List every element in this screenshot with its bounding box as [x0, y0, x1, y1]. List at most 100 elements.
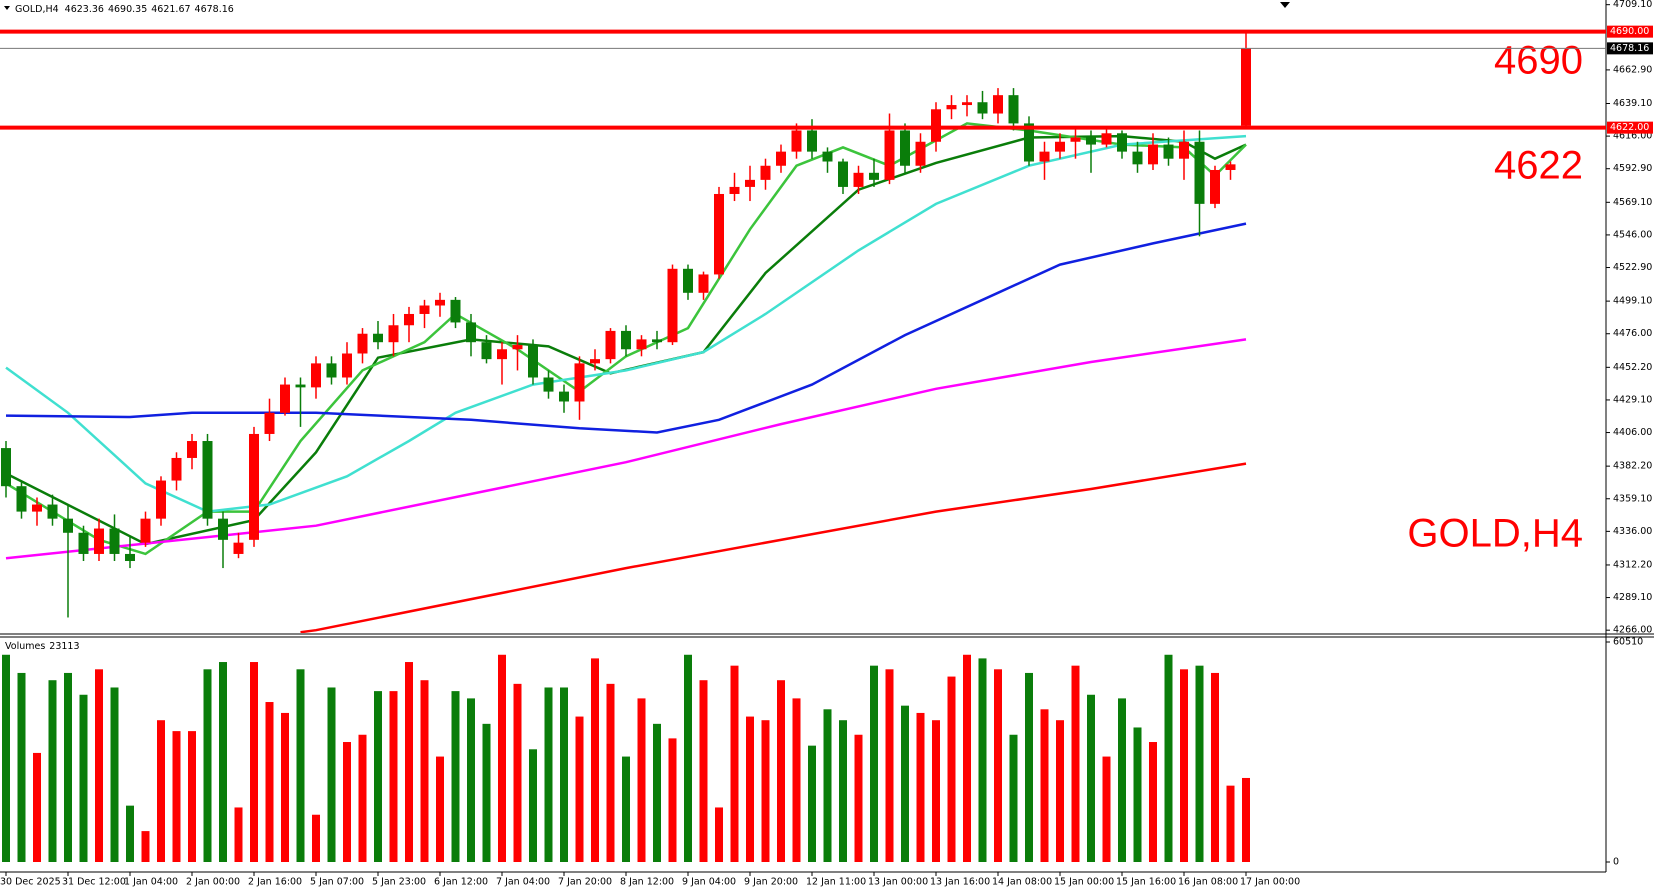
candle-body — [652, 339, 662, 343]
volume-bar — [2, 654, 10, 862]
shift-marker — [1280, 2, 1290, 8]
volume-bar — [1040, 709, 1049, 862]
volume-bar — [343, 742, 351, 862]
volume-bar — [1164, 654, 1173, 862]
volume-bar — [436, 756, 444, 862]
ma-line — [5, 222, 1247, 434]
x-tick-label: 12 Jan 11:00 — [806, 877, 866, 888]
candle-body — [218, 518, 228, 540]
candle-body — [1, 448, 11, 487]
candle-body — [1101, 133, 1112, 145]
x-tick-label: 14 Jan 08:00 — [992, 877, 1052, 888]
volume-bar — [560, 687, 568, 862]
volume-bar — [172, 731, 181, 862]
candle-body — [745, 179, 755, 187]
volume-bar — [374, 691, 382, 862]
y-tick-label: 4359.10 — [1613, 493, 1652, 504]
volume-bar — [420, 680, 429, 862]
volume-bar — [33, 752, 41, 862]
volume-bar — [978, 658, 987, 862]
y-tick-label: 4289.10 — [1613, 592, 1652, 603]
candle-body — [1086, 137, 1096, 145]
volume-bar — [994, 669, 1002, 862]
candle-body — [125, 553, 135, 562]
candle-body — [621, 330, 631, 350]
candle-body — [512, 345, 523, 350]
volume-bar — [606, 683, 615, 862]
volume-tick-label: 0 — [1613, 857, 1619, 868]
candle-body — [1055, 141, 1065, 152]
x-tick-label: 6 Jan 12:00 — [434, 877, 488, 888]
candle-body — [311, 363, 321, 388]
y-tick-label: 4639.10 — [1613, 98, 1652, 109]
x-tick-label: 1 Jan 04:00 — [124, 877, 178, 888]
candle-body — [760, 165, 771, 180]
x-tick-label: 7 Jan 20:00 — [558, 877, 612, 888]
level-tag — [1607, 25, 1653, 38]
volume-bar — [808, 745, 816, 862]
candle-body — [357, 333, 368, 354]
volume-header: Volumes 23113 — [5, 641, 80, 652]
volume-bar — [653, 723, 661, 862]
candle-body — [1070, 137, 1081, 142]
y-tick-label: 4522.90 — [1613, 262, 1652, 273]
candle-body — [466, 322, 476, 343]
candle-body — [326, 363, 337, 378]
candle-body — [109, 528, 120, 554]
candle-body — [187, 441, 197, 458]
volume-bar — [1009, 734, 1018, 862]
header-symbol: GOLD,H4 — [15, 4, 59, 15]
volume-bar — [157, 720, 165, 862]
candle-body — [884, 130, 895, 180]
candle-body — [1179, 141, 1189, 159]
candle-body — [1225, 164, 1236, 170]
candle-body — [1117, 133, 1127, 152]
candle-body — [962, 102, 972, 106]
candle-body — [776, 151, 786, 166]
candle-body — [32, 504, 42, 512]
volume-tick-label: 60510 — [1613, 637, 1643, 648]
x-tick-label: 31 Dec 12:00 — [62, 877, 126, 888]
volume-bar — [219, 662, 227, 862]
candle-body — [559, 391, 569, 402]
header-high: 4690.35 — [108, 4, 147, 15]
candle-body — [1194, 141, 1205, 204]
candle-body — [264, 412, 275, 434]
y-tick-label: 4662.90 — [1613, 64, 1652, 75]
candle-body — [822, 151, 833, 162]
volume-bar — [1195, 665, 1204, 862]
volume-bar — [1056, 720, 1064, 862]
volume-bar — [684, 654, 692, 862]
volume-bar — [405, 662, 413, 862]
volume-bar — [327, 687, 336, 862]
volume-bar — [1149, 742, 1157, 862]
x-tick-label: 13 Jan 16:00 — [930, 877, 990, 888]
y-tick-label: 4546.00 — [1613, 229, 1652, 240]
candle-body — [946, 105, 957, 110]
level-annotation: 4622 — [1494, 144, 1583, 188]
volume-bar — [963, 654, 971, 862]
volume-bar — [234, 807, 243, 862]
y-tick-label: 4312.20 — [1613, 559, 1652, 570]
volume-bar — [250, 662, 258, 862]
x-tick-label: 9 Jan 20:00 — [744, 877, 798, 888]
volume-bar — [901, 705, 909, 862]
y-tick-label: 4709.10 — [1613, 0, 1652, 10]
volume-bar — [870, 665, 878, 862]
candle-body — [683, 268, 693, 293]
volume-bar — [777, 680, 785, 862]
candle-body — [16, 486, 27, 512]
candle-body — [1024, 123, 1034, 162]
y-tick-label: 4429.10 — [1613, 394, 1652, 405]
y-tick-label: 4476.00 — [1613, 328, 1652, 339]
candle-body — [590, 359, 600, 364]
candle-body — [931, 109, 941, 142]
candle-body — [993, 95, 1003, 114]
candle-body — [853, 172, 864, 187]
candle-body — [233, 542, 244, 554]
candle-body — [1008, 95, 1019, 124]
header-low: 4621.67 — [151, 4, 190, 15]
volume-bar — [792, 698, 801, 862]
volume-bar — [312, 814, 320, 862]
y-tick-label: 4336.00 — [1613, 526, 1652, 537]
